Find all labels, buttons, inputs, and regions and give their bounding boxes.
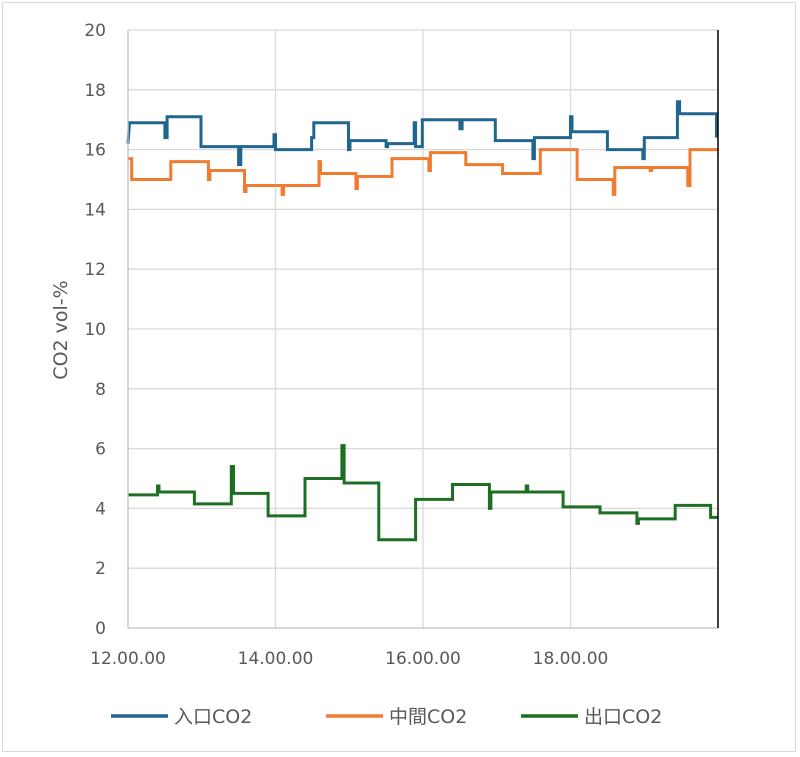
legend: 入口CO2 中間CO2 出口CO2 xyxy=(111,706,662,728)
y-tick-label: 10 xyxy=(84,320,106,340)
x-tick-label: 16.00.00 xyxy=(385,649,461,669)
series-line-1 xyxy=(128,148,718,196)
co2-line-chart: 0 2 4 6 8 10 12 14 16 18 20 12.00.00 14.00.00 16.00.… xyxy=(50,21,719,728)
y-tick-label: 2 xyxy=(95,559,106,579)
y-tick-label: 14 xyxy=(84,200,106,220)
y-tick-label: 18 xyxy=(84,81,106,101)
y-tick-label: 0 xyxy=(95,619,106,639)
x-tick-label: 14.00.00 xyxy=(238,649,314,669)
y-tick-label: 20 xyxy=(84,21,106,41)
y-tick-label: 12 xyxy=(84,260,106,280)
y-tick-label: 16 xyxy=(84,141,106,161)
y-tick-label: 4 xyxy=(95,499,106,519)
axes xyxy=(127,30,719,629)
y-tick-label: 6 xyxy=(95,440,106,460)
y-tick-labels: 0 2 4 6 8 10 12 14 16 18 20 xyxy=(84,21,106,639)
x-tick-label: 12.00.00 xyxy=(90,649,166,669)
y-axis-label: CO2 vol-% xyxy=(50,280,72,379)
series-line-0 xyxy=(126,100,718,167)
legend-label-1: 中間CO2 xyxy=(389,706,467,728)
x-tick-label: 18.00.00 xyxy=(533,649,609,669)
x-tick-labels: 12.00.00 14.00.00 16.00.00 18.00.00 xyxy=(90,649,608,669)
series-lines xyxy=(126,100,718,542)
series-line-2 xyxy=(128,444,718,542)
legend-label-0: 入口CO2 xyxy=(174,706,252,728)
legend-label-2: 出口CO2 xyxy=(584,706,662,728)
y-tick-label: 8 xyxy=(95,380,106,400)
